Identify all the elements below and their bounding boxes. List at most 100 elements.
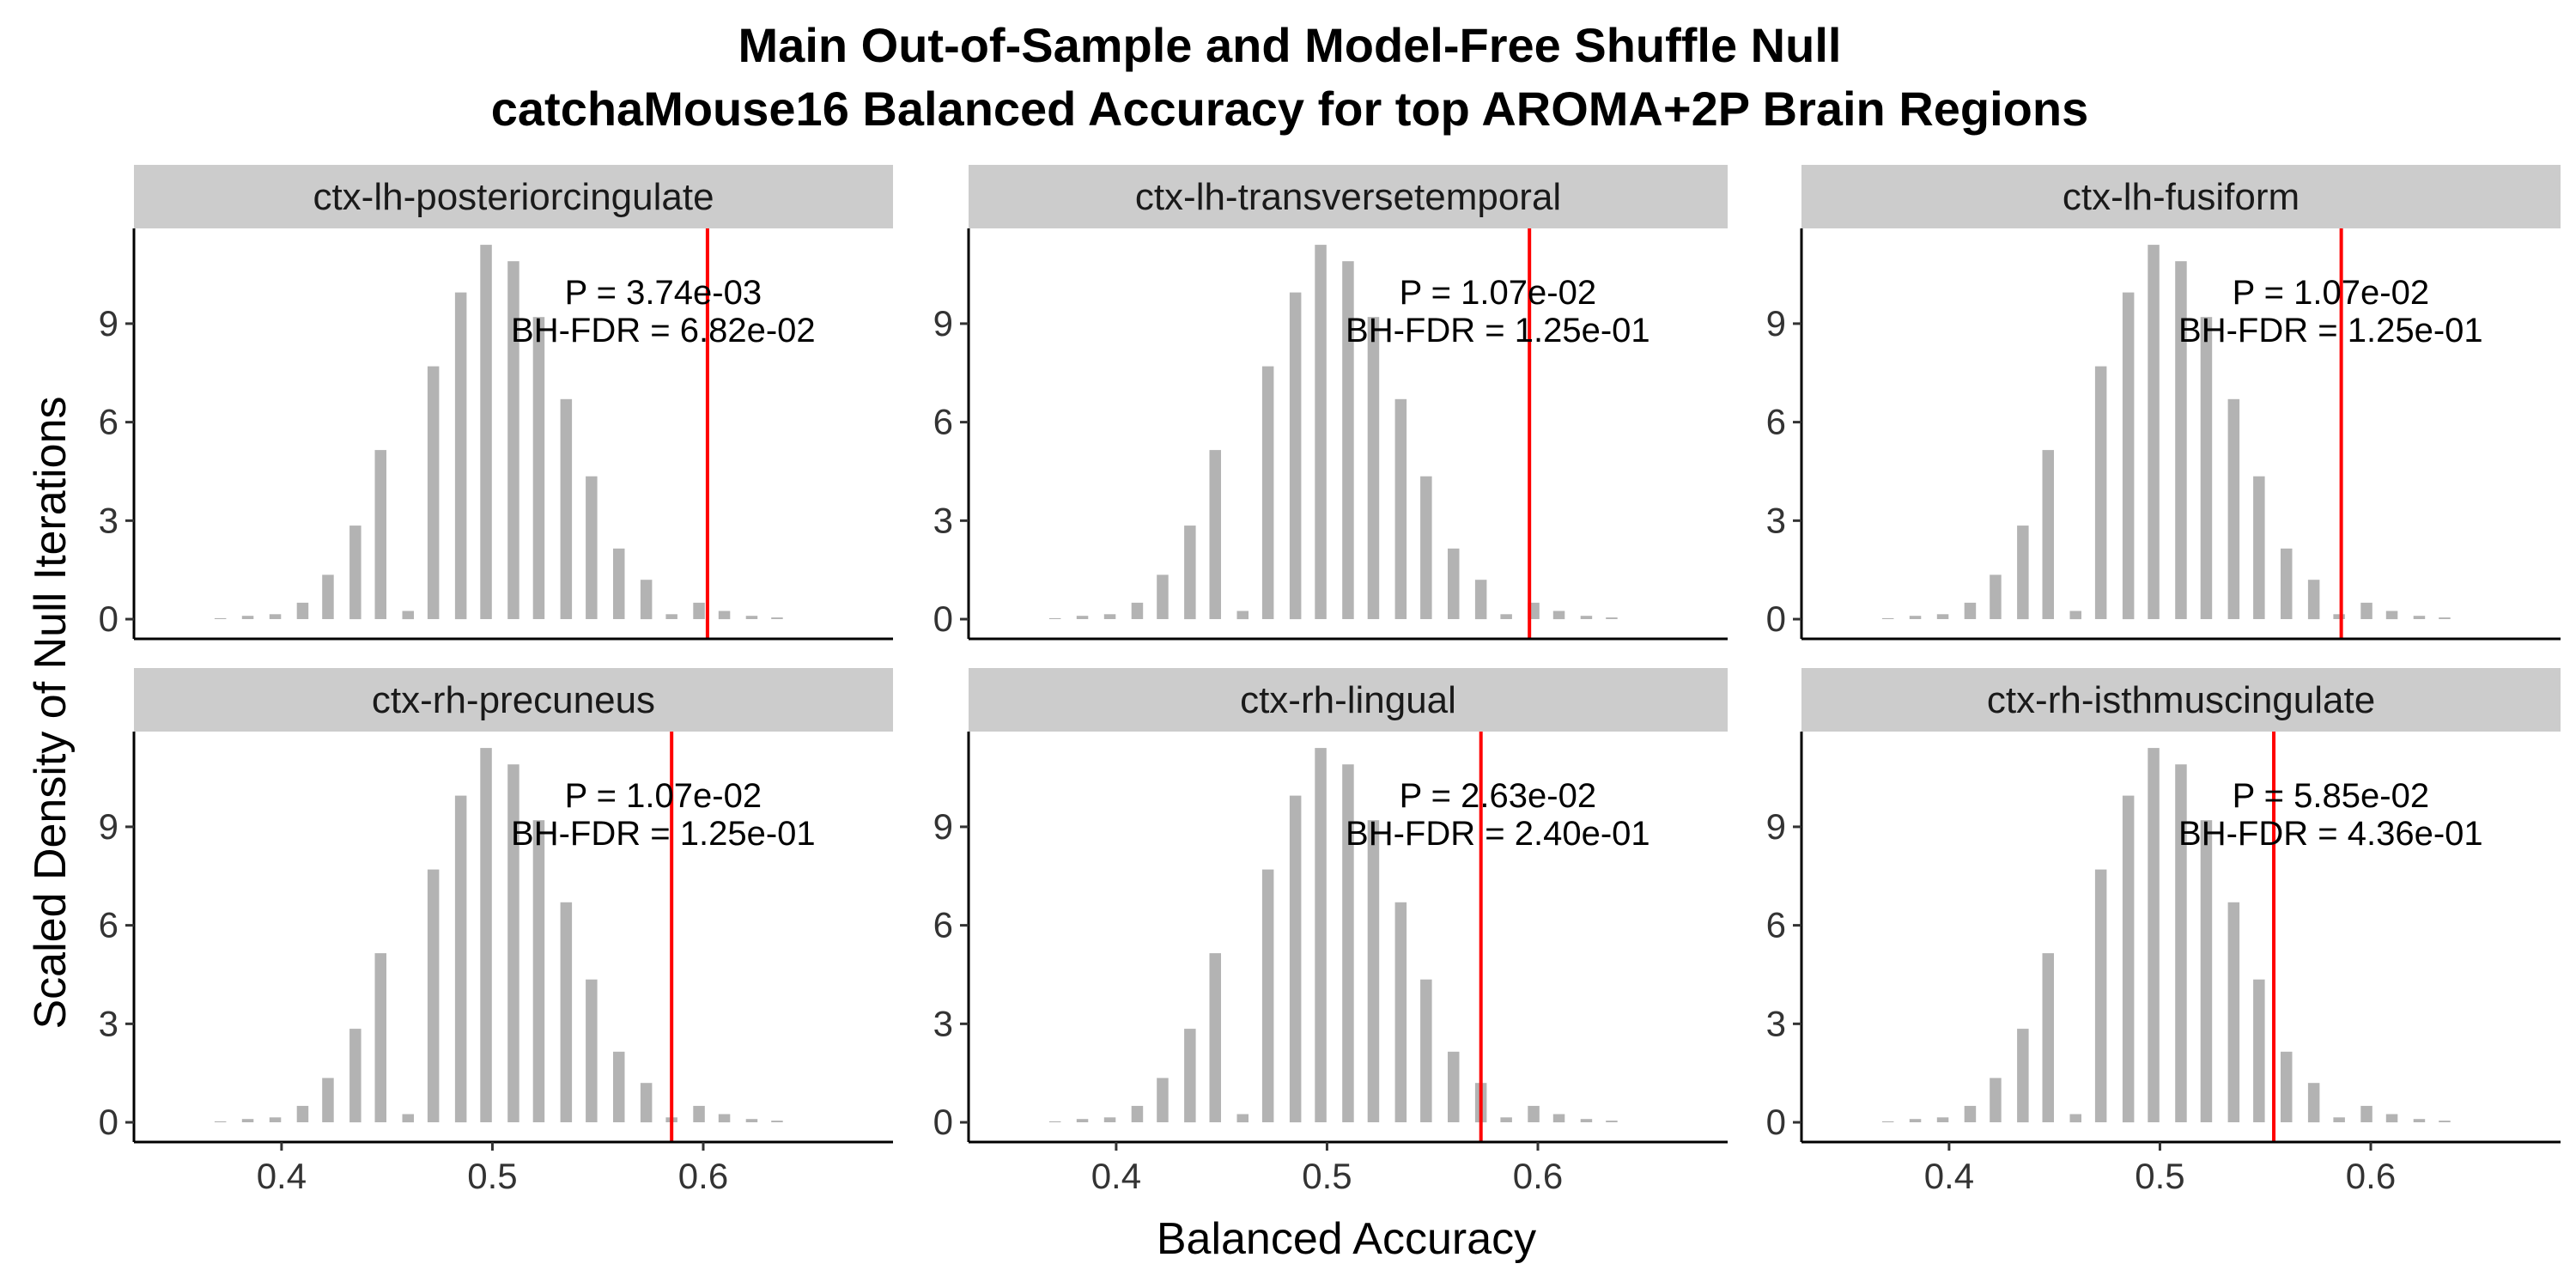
histogram-bar <box>613 1051 625 1122</box>
histogram-bar <box>1420 476 1432 619</box>
histogram-bar <box>1528 1105 1540 1122</box>
histogram-bar <box>214 617 227 619</box>
y-tick-label: 3 <box>1766 1003 1786 1043</box>
histogram-bar <box>1474 580 1487 620</box>
p-value-label: P = 5.85e-02 <box>2233 777 2429 815</box>
bh-fdr-label: BH-FDR = 4.36e-01 <box>2178 815 2483 853</box>
histogram-bar <box>2227 398 2240 619</box>
histogram-bar <box>454 795 467 1123</box>
histogram-bar <box>1990 574 2002 619</box>
x-tick-label: 0.4 <box>257 1156 307 1196</box>
histogram-bar <box>241 616 254 619</box>
bh-fdr-label: BH-FDR = 6.82e-02 <box>511 312 816 349</box>
histogram-bar <box>745 1119 758 1122</box>
facet-strip-label: ctx-lh-transversetemporal <box>1135 176 1561 218</box>
histogram-bar <box>2307 1083 2320 1123</box>
histogram-bar <box>1184 526 1196 620</box>
histogram-bar <box>2413 616 2426 619</box>
histogram-bar <box>718 611 731 620</box>
histogram-bar <box>1342 261 1354 619</box>
histogram-bar <box>665 614 677 619</box>
bh-fdr-label: BH-FDR = 1.25e-01 <box>511 815 816 853</box>
histogram-bar <box>2017 526 2029 620</box>
histogram-bar <box>1881 617 1894 619</box>
histogram-bar <box>2253 979 2265 1122</box>
y-tick-label: 9 <box>933 303 953 343</box>
y-tick-label: 9 <box>99 806 118 847</box>
y-tick-label: 6 <box>933 402 953 442</box>
x-tick-label: 0.4 <box>1091 1156 1141 1196</box>
p-value-label: P = 3.74e-03 <box>565 274 762 312</box>
histogram-bar <box>2307 580 2320 620</box>
x-tick-label: 0.6 <box>678 1156 728 1196</box>
histogram-bar <box>322 1078 334 1122</box>
histogram-bar <box>427 869 440 1122</box>
histogram-bar <box>2281 1051 2293 1122</box>
y-tick-label: 0 <box>99 1102 118 1142</box>
histogram-bar <box>1209 450 1221 619</box>
histogram-bar <box>1103 614 1116 619</box>
y-tick-label: 9 <box>1766 303 1786 343</box>
facet-strip <box>969 668 1728 732</box>
bh-fdr-label: BH-FDR = 2.40e-01 <box>1346 815 1650 853</box>
facet-strip <box>1801 668 2561 732</box>
histogram-bar <box>640 1083 653 1123</box>
histogram-bar <box>2360 602 2372 619</box>
histogram-bar <box>269 614 282 619</box>
y-tick-label: 3 <box>99 500 118 540</box>
histogram-bar <box>1131 602 1144 619</box>
histogram-bar <box>1157 1078 1169 1122</box>
histogram-bar <box>2439 1121 2451 1122</box>
histogram-bar <box>2253 476 2265 619</box>
p-value-label: P = 1.07e-02 <box>2233 274 2429 312</box>
histogram-bar <box>241 1119 254 1122</box>
histogram-bar <box>1048 1121 1061 1122</box>
y-tick-label: 0 <box>1766 598 1786 639</box>
facet-strip <box>1801 165 2561 228</box>
y-tick-label: 0 <box>1766 1102 1786 1142</box>
p-value-label: P = 1.07e-02 <box>1400 274 1596 312</box>
histogram-bar <box>1552 1114 1565 1123</box>
x-tick-label: 0.5 <box>1302 1156 1352 1196</box>
histogram-bar <box>507 261 519 619</box>
x-tick-label: 0.5 <box>2135 1156 2184 1196</box>
histogram-bar <box>1394 902 1407 1122</box>
bh-fdr-label: BH-FDR = 1.25e-01 <box>1346 312 1650 349</box>
histogram-bar <box>480 748 492 1122</box>
histogram-bar <box>2148 748 2160 1122</box>
histogram-bar <box>693 1105 705 1122</box>
histogram-bar <box>586 979 598 1122</box>
chart-title-line2: catchaMouse16 Balanced Accuracy for top … <box>491 82 2088 136</box>
y-tick-label: 6 <box>1766 402 1786 442</box>
x-tick-label: 0.6 <box>1513 1156 1563 1196</box>
facet-strip-label: ctx-lh-posteriorcingulate <box>313 176 714 218</box>
histogram-bar <box>374 450 386 619</box>
histogram-bar <box>586 476 598 619</box>
y-tick-label: 9 <box>99 303 118 343</box>
histogram-bar <box>2385 611 2398 620</box>
facet-strip <box>134 165 893 228</box>
histogram-bar <box>214 1121 227 1122</box>
histogram-bar <box>349 1029 361 1123</box>
histogram-bar <box>2017 1029 2029 1123</box>
y-tick-label: 6 <box>1766 905 1786 945</box>
histogram-bar <box>2148 245 2160 619</box>
histogram-bar <box>1448 1051 1460 1122</box>
histogram-bar <box>1394 398 1407 619</box>
histogram-bar <box>480 245 492 619</box>
histogram-bar <box>1236 1114 1249 1123</box>
histogram-bar <box>560 398 573 619</box>
histogram-bar <box>1448 548 1460 619</box>
histogram-bar <box>1367 317 1380 619</box>
facet-strip-label: ctx-lh-fusiform <box>2063 176 2300 218</box>
histogram-bar <box>718 1114 731 1123</box>
histogram-bar <box>693 602 705 619</box>
histogram-bar <box>1936 1117 1949 1122</box>
histogram-bar <box>1315 245 1327 619</box>
facet-strip-label: ctx-rh-isthmuscingulate <box>1987 679 2375 721</box>
histogram-bar <box>1048 617 1061 619</box>
histogram-bar <box>269 1117 282 1122</box>
histogram-bar <box>2175 261 2187 619</box>
histogram-bar <box>2439 617 2451 619</box>
